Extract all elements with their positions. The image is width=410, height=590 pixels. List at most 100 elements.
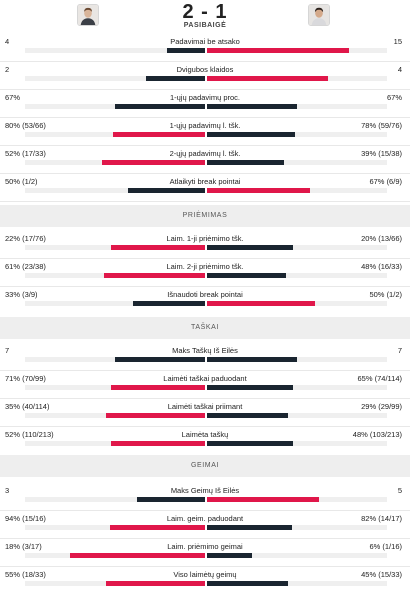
stat-label: Dvigubos klaidos [176,65,234,74]
stat-left-value: 71% (70/99) [5,374,46,383]
stat-left-value: 52% (110/213) [5,430,54,439]
stat-right-bar-track [207,301,387,306]
stat-left-bar-track [25,553,205,558]
stat-label: Laimėti taškai paduodant [163,374,247,383]
stat-row: 94% (15/16) Laim. geim. paduodant 82% (14/… [0,513,410,541]
stat-row: 4 Padavimai be atsako 15 [0,36,410,64]
stat-left-value: 80% (53/66) [5,121,46,130]
row-divider [0,61,410,62]
stat-left-bar-fill [106,413,205,418]
row-divider [0,145,410,146]
stat-right-bar-fill [207,48,350,53]
stat-right-value: 20% (13/66) [361,234,402,243]
stat-left-value: 4 [5,37,10,46]
stat-left-bar-fill [104,273,205,278]
section-header-2: TAŠKAI [0,317,410,339]
stat-left-bar-track [25,76,205,81]
row-divider [0,201,410,202]
stat-right-value: 82% (14/17) [361,514,402,523]
stat-right-bar-track [207,245,387,250]
row-divider [0,566,410,567]
stat-right-bar-fill [207,104,297,109]
player-1-avatar[interactable] [77,4,99,26]
stat-right-bar-fill [207,441,294,446]
stat-right-bar-fill [207,245,294,250]
stat-right-bar-fill [207,273,287,278]
stat-right-bar-track [207,48,387,53]
stat-right-bar-track [207,441,387,446]
stat-left-value: 61% (23/38) [5,262,46,271]
stat-label: Laim. priėmimo geimai [167,542,243,551]
stat-left-bar-fill [106,581,205,586]
stat-left-value: 18% (3/17) [5,542,42,551]
stat-left-bar-track [25,301,205,306]
row-divider [0,426,410,427]
stat-left-bar-track [25,273,205,278]
row-divider [0,173,410,174]
stat-right-bar-fill [207,76,328,81]
stat-right-bar-fill [207,525,292,530]
stat-right-value: 6% (1/16) [369,542,402,551]
stat-right-bar-track [207,132,387,137]
stat-right-bar-fill [207,357,297,362]
stat-label: Viso laimėtų geimų [173,570,237,579]
match-header: 2 - 1 PASIBAIGĖ [0,0,410,32]
stat-row: 71% (70/99) Laimėti taškai paduodant 65% (… [0,373,410,401]
stat-left-value: 94% (15/16) [5,514,46,523]
stat-row: 61% (23/38) Laim. 2-ji priėmimo tšk. 48% (… [0,261,410,289]
section-header-1: PRIĖMIMAS [0,205,410,227]
stat-left-bar-fill [102,160,205,165]
stat-left-bar-fill [70,553,205,558]
row-divider [0,510,410,511]
stat-label: Maks Geimų Iš Eilės [170,486,240,495]
stat-row: 55% (18/33) Viso laimėtų geimų 45% (15/33) [0,569,410,590]
stat-left-bar-track [25,497,205,502]
stat-left-bar-fill [133,301,205,306]
stat-right-bar-track [207,76,387,81]
stat-right-value: 48% (103/213) [352,430,402,439]
stat-row: 80% (53/66) 1-ųjų padavimų l. tšk. 78% (59… [0,120,410,148]
match-score: 2 - 1 [182,1,228,23]
stat-row: 50% (1/2) Atlaikyti break pointai 67% (6/9… [0,176,410,204]
row-divider [0,370,410,371]
player-2-avatar[interactable] [308,4,330,26]
stat-right-bar-fill [207,160,285,165]
stat-left-bar-track [25,581,205,586]
stat-label: 2-ųjų padavimų l. tšk. [169,149,241,158]
stat-left-bar-track [25,132,205,137]
stat-label: Laimėti taškai priimant [167,402,243,411]
stat-right-bar-track [207,581,387,586]
stat-right-bar-track [207,497,387,502]
stat-right-value: 48% (16/33) [361,262,402,271]
stat-row: 2 Dvigubos klaidos 4 [0,64,410,92]
stat-right-value: 65% (74/114) [357,374,402,383]
stat-label: 1-ųjų padavimų proc. [169,93,241,102]
stat-left-bar-track [25,245,205,250]
row-divider [0,286,410,287]
stat-left-bar-fill [113,132,205,137]
stat-right-bar-fill [207,497,319,502]
stat-left-value: 7 [5,346,10,355]
stat-left-bar-fill [109,525,205,530]
stat-right-bar-fill [207,553,252,558]
stat-right-value: 45% (15/33) [361,570,402,579]
stat-right-bar-track [207,104,387,109]
stat-right-value: 67% (6/9) [369,177,402,186]
stat-label: Atlaikyti break pointai [169,177,241,186]
stat-left-bar-track [25,160,205,165]
stat-label: Laim. geim. paduodant [166,514,244,523]
stat-left-value: 22% (17/76) [5,234,46,243]
stat-left-bar-fill [111,385,205,390]
stat-right-value: 50% (1/2) [369,290,402,299]
section-header-3: GEIMAI [0,455,410,477]
stat-row: 35% (40/114) Laimėti taškai priimant 29% (… [0,401,410,429]
stat-row: 33% (3/9) Išnaudoti break pointai 50% (1/2… [0,289,410,317]
stat-row: 3 Maks Geimų Iš Eilės 5 [0,485,410,513]
stat-right-value: 4 [397,65,402,74]
row-divider [0,538,410,539]
row-divider [0,398,410,399]
stat-right-value: 29% (29/99) [361,402,402,411]
stat-right-bar-fill [207,581,288,586]
stat-row: 67% 1-ųjų padavimų proc. 67% [0,92,410,120]
stat-left-bar-fill [115,104,205,109]
